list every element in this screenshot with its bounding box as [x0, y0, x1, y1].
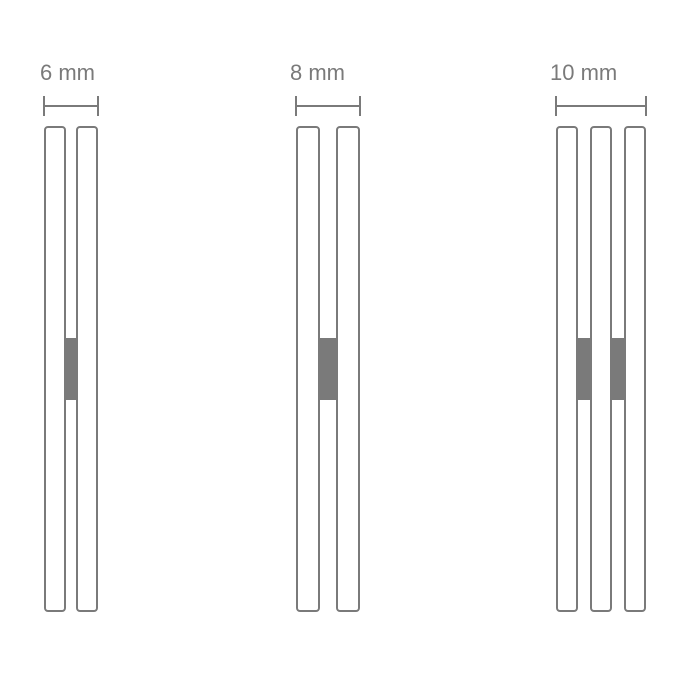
glass-panel-1-0: [296, 126, 320, 612]
glass-panel-2-1: [590, 126, 612, 612]
diagram-canvas: 6 mm 8 mm 10 mm: [0, 0, 700, 700]
dimension-bracket-1: [296, 96, 360, 116]
glass-panel-0-0: [44, 126, 66, 612]
spacer-fill-2-1: [612, 338, 624, 400]
dimension-bracket-2: [556, 96, 646, 116]
glass-panel-2-2: [624, 126, 646, 612]
dimension-label-0: 6 mm: [40, 60, 95, 86]
glass-panel-2-0: [556, 126, 578, 612]
spacer-fill-0-0: [66, 338, 76, 400]
spacer-fill-1-0: [320, 338, 336, 400]
glass-panel-0-1: [76, 126, 98, 612]
spacer-fill-2-0: [578, 338, 590, 400]
glass-panel-1-1: [336, 126, 360, 612]
dimension-bracket-0: [44, 96, 98, 116]
dimension-label-1: 8 mm: [290, 60, 345, 86]
dimension-label-2: 10 mm: [550, 60, 617, 86]
